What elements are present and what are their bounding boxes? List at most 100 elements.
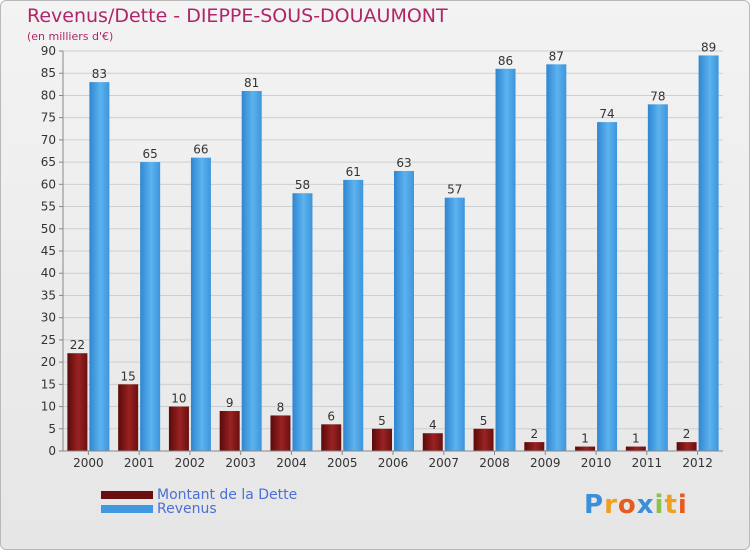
x-tick-label: 2002	[175, 456, 206, 470]
revenue-bar	[698, 55, 719, 451]
revenue-value-label: 58	[295, 178, 310, 192]
revenue-bar	[394, 171, 414, 451]
y-tick-label: 50	[41, 222, 56, 236]
debt-value-label: 15	[121, 369, 136, 383]
revenue-bar	[546, 64, 567, 452]
legend-item-revenue: Revenus	[101, 501, 217, 517]
y-tick-label: 70	[41, 133, 56, 147]
x-tick-label: 2007	[428, 456, 459, 470]
debt-value-label: 6	[327, 409, 335, 423]
debt-bar	[219, 411, 240, 451]
x-axis-ticks: 2000 2001 2002 2003 2004 2005 2006 2007 2008 2009…	[73, 451, 713, 470]
revenue-value-label: 61	[346, 165, 361, 179]
logo-letter: t	[664, 490, 678, 520]
debt-value-label: 1	[581, 432, 589, 446]
y-tick-label: 90	[41, 44, 56, 58]
y-tick-label: 35	[41, 288, 56, 302]
revenue-value-label: 78	[650, 89, 665, 103]
revenue-bar	[89, 82, 110, 451]
revenue-value-label: 63	[396, 156, 411, 170]
legend-swatch-debt	[101, 491, 153, 499]
debt-bar	[473, 428, 494, 451]
x-tick-label: 2000	[73, 456, 104, 470]
legend-swatch-revenue	[101, 505, 153, 513]
x-tick-label: 2010	[581, 456, 612, 470]
revenue-bar	[140, 162, 161, 451]
debt-bar	[524, 442, 545, 451]
y-tick-label: 80	[41, 88, 56, 102]
revenue-bar	[241, 91, 262, 451]
logo-letter: P	[584, 490, 605, 520]
debt-value-label: 10	[171, 392, 186, 406]
legend-label-debt: Montant de la Dette	[157, 487, 298, 503]
revenue-value-label: 65	[143, 147, 158, 161]
revenue-bar	[647, 104, 668, 451]
revenue-bar	[597, 122, 618, 451]
logo-letter: i	[654, 490, 665, 520]
y-tick-label: 55	[41, 200, 56, 214]
debt-value-label: 5	[378, 414, 386, 428]
y-tick-label: 15	[41, 377, 56, 391]
debt-value-label: 22	[70, 338, 85, 352]
revenue-bar	[292, 193, 313, 451]
x-tick-label: 2006	[378, 456, 409, 470]
y-tick-label: 75	[41, 111, 56, 125]
chart-title: Revenus/Dette - DIEPPE-SOUS-DOUAUMONT	[27, 5, 448, 27]
y-tick-label: 60	[41, 177, 56, 191]
grid-lines	[63, 50, 723, 452]
revenue-value-label: 89	[701, 40, 716, 54]
x-tick-label: 2008	[479, 456, 510, 470]
legend-item-debt: Montant de la Dette	[101, 487, 298, 503]
revenue-value-label: 74	[599, 107, 614, 121]
logo-letter: r	[604, 490, 618, 520]
debt-bar	[422, 433, 443, 451]
bars	[67, 55, 719, 452]
chart-subtitle: (en milliers d'€)	[27, 30, 114, 43]
x-tick-label: 2003	[225, 456, 256, 470]
revenue-value-label: 81	[244, 76, 259, 90]
debt-bar	[625, 446, 646, 451]
x-tick-label: 2012	[682, 456, 713, 470]
debt-bar	[676, 442, 697, 451]
revenue-value-label: 83	[92, 67, 107, 81]
x-tick-label: 2009	[530, 456, 561, 470]
debt-value-label: 5	[480, 414, 488, 428]
debt-bar	[168, 406, 189, 451]
proxiti-logo: Proxiti	[584, 490, 688, 520]
debt-bar	[372, 428, 392, 451]
x-tick-label: 2001	[124, 456, 155, 470]
debt-value-label: 4	[429, 418, 437, 432]
y-tick-label: 0	[48, 444, 56, 458]
y-tick-label: 10	[41, 400, 56, 414]
y-tick-label: 5	[48, 422, 56, 436]
legend-label-revenue: Revenus	[157, 501, 217, 517]
x-tick-label: 2011	[632, 456, 663, 470]
logo-letter: x	[636, 490, 655, 520]
y-tick-label: 30	[41, 311, 56, 325]
revenue-bar	[190, 157, 211, 451]
debt-bar	[575, 446, 596, 451]
revenue-bar	[343, 179, 364, 451]
logo-letter: i	[677, 490, 688, 520]
revenue-value-label: 86	[498, 54, 513, 68]
x-tick-label: 2004	[276, 456, 307, 470]
debt-bar	[67, 353, 88, 451]
debt-bar	[270, 415, 291, 451]
revenue-value-label: 66	[193, 143, 208, 157]
data-labels: 2283156510669818586615634575862871741782…	[70, 40, 717, 445]
x-tick-label: 2005	[327, 456, 358, 470]
debt-value-label: 2	[683, 427, 691, 441]
revenue-bar	[444, 197, 465, 451]
debt-value-label: 8	[277, 400, 285, 414]
y-tick-label: 65	[41, 155, 56, 169]
logo-letter: o	[617, 490, 637, 520]
revenue-value-label: 57	[447, 183, 462, 197]
debt-value-label: 9	[226, 396, 234, 410]
debt-value-label: 1	[632, 432, 640, 446]
y-tick-label: 45	[41, 244, 56, 258]
debt-value-label: 2	[530, 427, 538, 441]
y-axis-ticks: 0 5 10 15 20 25 30 35 40 45 50 55 60 65 70 75 80 85 90	[41, 44, 63, 458]
y-tick-label: 20	[41, 355, 56, 369]
y-tick-label: 25	[41, 333, 56, 347]
